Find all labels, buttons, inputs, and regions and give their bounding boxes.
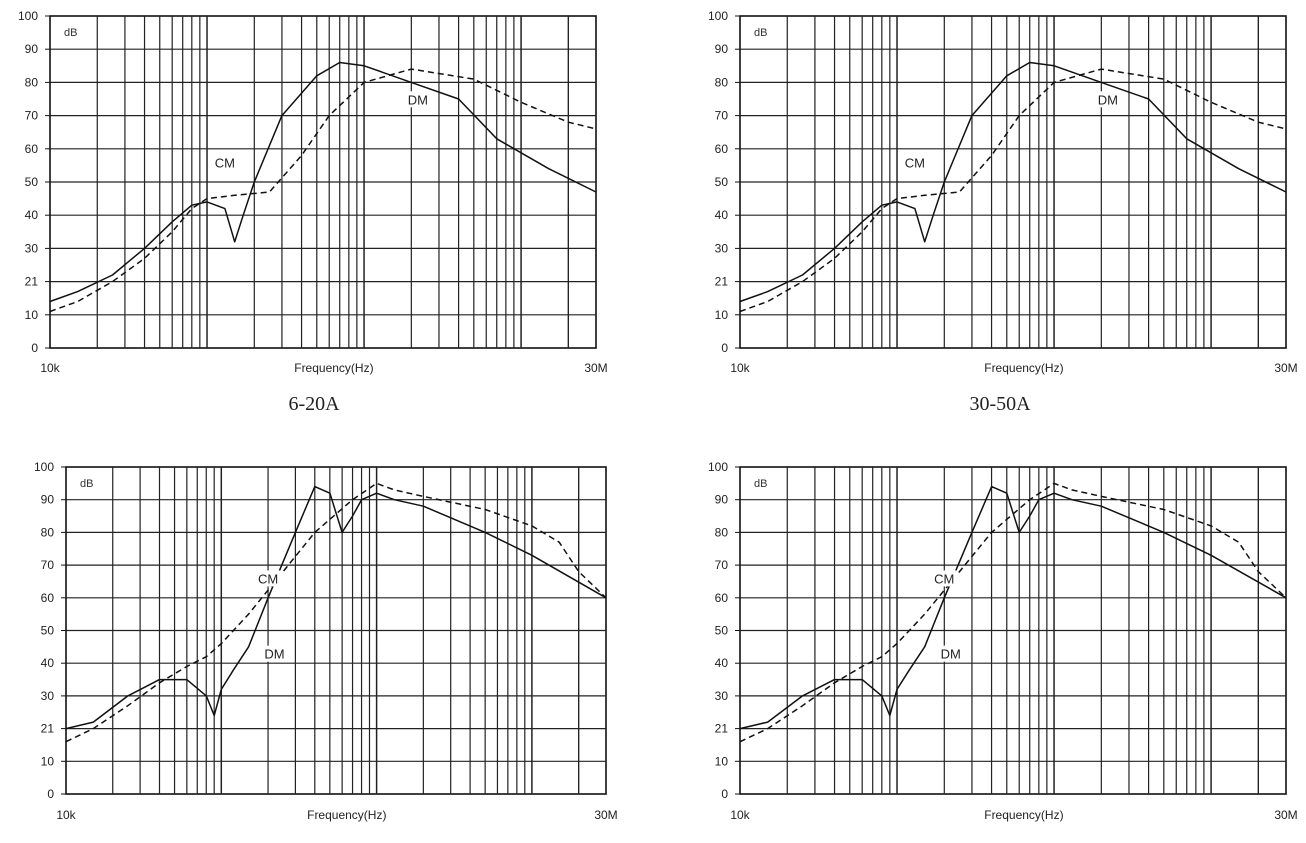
x-start-label: 10k (730, 361, 750, 375)
y-tick-label: 90 (41, 493, 55, 507)
y-tick-label: 10 (41, 754, 55, 768)
y-tick-label: 10 (715, 754, 729, 768)
y-tick-label: 0 (721, 341, 728, 355)
chart-caption-1: 6-20A (288, 393, 340, 415)
annotation-bg (260, 645, 289, 662)
curve-label-dm: DM (408, 92, 428, 107)
curve-label-dm: DM (264, 647, 284, 662)
chart-panel-1: 0 10 21 30 40 50 60 70 80 90 100 dB 10k 30M Frequency(… (0, 0, 620, 420)
x-axis-title: Frequency(Hz) (307, 808, 386, 822)
y-tick-label: 40 (41, 656, 55, 670)
y-tick-label: 30 (25, 241, 39, 255)
chart-panel-4: 0 10 21 30 40 50 60 70 80 90 100 dB 10k 30M Frequency(… (690, 445, 1306, 843)
unit-label-bg (76, 475, 98, 491)
x-end-label: 30M (1274, 808, 1297, 822)
series-cm-line (49, 68, 597, 313)
x-end-label: 30M (1274, 361, 1297, 375)
x-start-label: 10k (730, 808, 750, 822)
x-axis-title: Frequency(Hz) (294, 361, 373, 375)
series-dm-line (739, 485, 1287, 730)
curve-label-cm: CM (258, 571, 278, 586)
y-tick-label: 100 (34, 460, 54, 474)
chart-svg-4: 0 10 21 30 40 50 60 70 80 90 100 dB 10k 30M Frequency(… (708, 460, 1298, 822)
y-tick-label: 70 (41, 558, 55, 572)
chart-caption-2: 30-50A (969, 393, 1031, 415)
y-tick-label: 50 (715, 624, 729, 638)
annotation-bg (930, 570, 959, 587)
curve-label-dm: DM (1098, 92, 1118, 107)
annotation-bg (936, 645, 965, 662)
curve-label-dm: DM (941, 647, 961, 662)
y-tick-label: 80 (715, 75, 729, 89)
y-tick-label: 21 (715, 722, 729, 736)
y-tick-label: 10 (25, 308, 39, 322)
annotation-bg (210, 154, 239, 171)
curve-label-cm: CM (905, 155, 925, 170)
y-tick-label: 90 (715, 493, 729, 507)
y-tick-label: 90 (715, 42, 729, 56)
y-unit-label: dB (754, 27, 767, 39)
annotation-bg (403, 91, 432, 108)
y-tick-label: 70 (715, 109, 729, 123)
y-tick-label: 40 (715, 208, 729, 222)
y-tick-label: 50 (41, 624, 55, 638)
y-tick-label: 100 (708, 460, 728, 474)
y-tick-label: 90 (25, 42, 39, 56)
chart-panel-2: 0 10 21 30 40 50 60 70 80 90 100 dB 10k 30M Frequency(… (690, 0, 1306, 420)
series-dm-line (739, 61, 1287, 303)
y-tick-label: 60 (41, 591, 55, 605)
y-tick-label: 60 (25, 142, 39, 156)
curve-label-cm: CM (934, 571, 954, 586)
chart-panel-3: 0 10 21 30 40 50 60 70 80 90 100 dB 10k 30M Frequency(… (0, 445, 640, 843)
chart-svg-1: 0 10 21 30 40 50 60 70 80 90 100 dB 10k 30M Frequency(… (18, 9, 608, 375)
unit-label-bg (750, 475, 772, 491)
y-tick-label: 21 (25, 275, 39, 289)
y-unit-label: dB (64, 27, 77, 39)
y-tick-label: 50 (715, 175, 729, 189)
y-tick-label: 70 (25, 109, 39, 123)
x-start-label: 10k (40, 361, 60, 375)
x-axis-title: Frequency(Hz) (984, 361, 1063, 375)
y-tick-label: 60 (715, 591, 729, 605)
y-tick-label: 30 (41, 689, 55, 703)
y-tick-label: 40 (715, 656, 729, 670)
y-tick-label: 60 (715, 142, 729, 156)
y-tick-label: 70 (715, 558, 729, 572)
y-tick-label: 0 (721, 787, 728, 801)
y-tick-label: 100 (708, 9, 728, 23)
chart-svg-2: 0 10 21 30 40 50 60 70 80 90 100 dB 10k 30M Frequency(… (708, 9, 1298, 375)
y-tick-label: 0 (31, 341, 38, 355)
y-tick-label: 50 (25, 175, 39, 189)
unit-label-bg (60, 24, 82, 40)
series-dm-line (65, 485, 607, 730)
y-tick-label: 80 (25, 75, 39, 89)
y-tick-label: 10 (715, 308, 729, 322)
annotation-bg (254, 570, 283, 587)
y-tick-label: 80 (715, 525, 729, 539)
x-end-label: 30M (594, 808, 617, 822)
y-tick-label: 0 (47, 787, 54, 801)
x-end-label: 30M (584, 361, 607, 375)
series-cm-line (739, 68, 1287, 313)
annotation-bg (1093, 91, 1122, 108)
y-tick-label: 40 (25, 208, 39, 222)
y-unit-label: dB (754, 478, 767, 490)
y-unit-label: dB (80, 478, 93, 490)
series-dm-line (49, 61, 597, 303)
y-tick-label: 100 (18, 9, 38, 23)
y-tick-label: 21 (41, 722, 55, 736)
curve-label-cm: CM (215, 155, 235, 170)
y-tick-label: 21 (715, 275, 729, 289)
series-cm-line (65, 482, 607, 743)
chart-svg-3: 0 10 21 30 40 50 60 70 80 90 100 dB 10k 30M Frequency(… (34, 460, 618, 822)
y-tick-label: 30 (715, 689, 729, 703)
annotation-bg (900, 154, 929, 171)
unit-label-bg (750, 24, 772, 40)
y-tick-label: 30 (715, 241, 729, 255)
x-start-label: 10k (56, 808, 76, 822)
x-axis-title: Frequency(Hz) (984, 808, 1063, 822)
y-tick-label: 80 (41, 525, 55, 539)
series-cm-line (739, 482, 1287, 743)
